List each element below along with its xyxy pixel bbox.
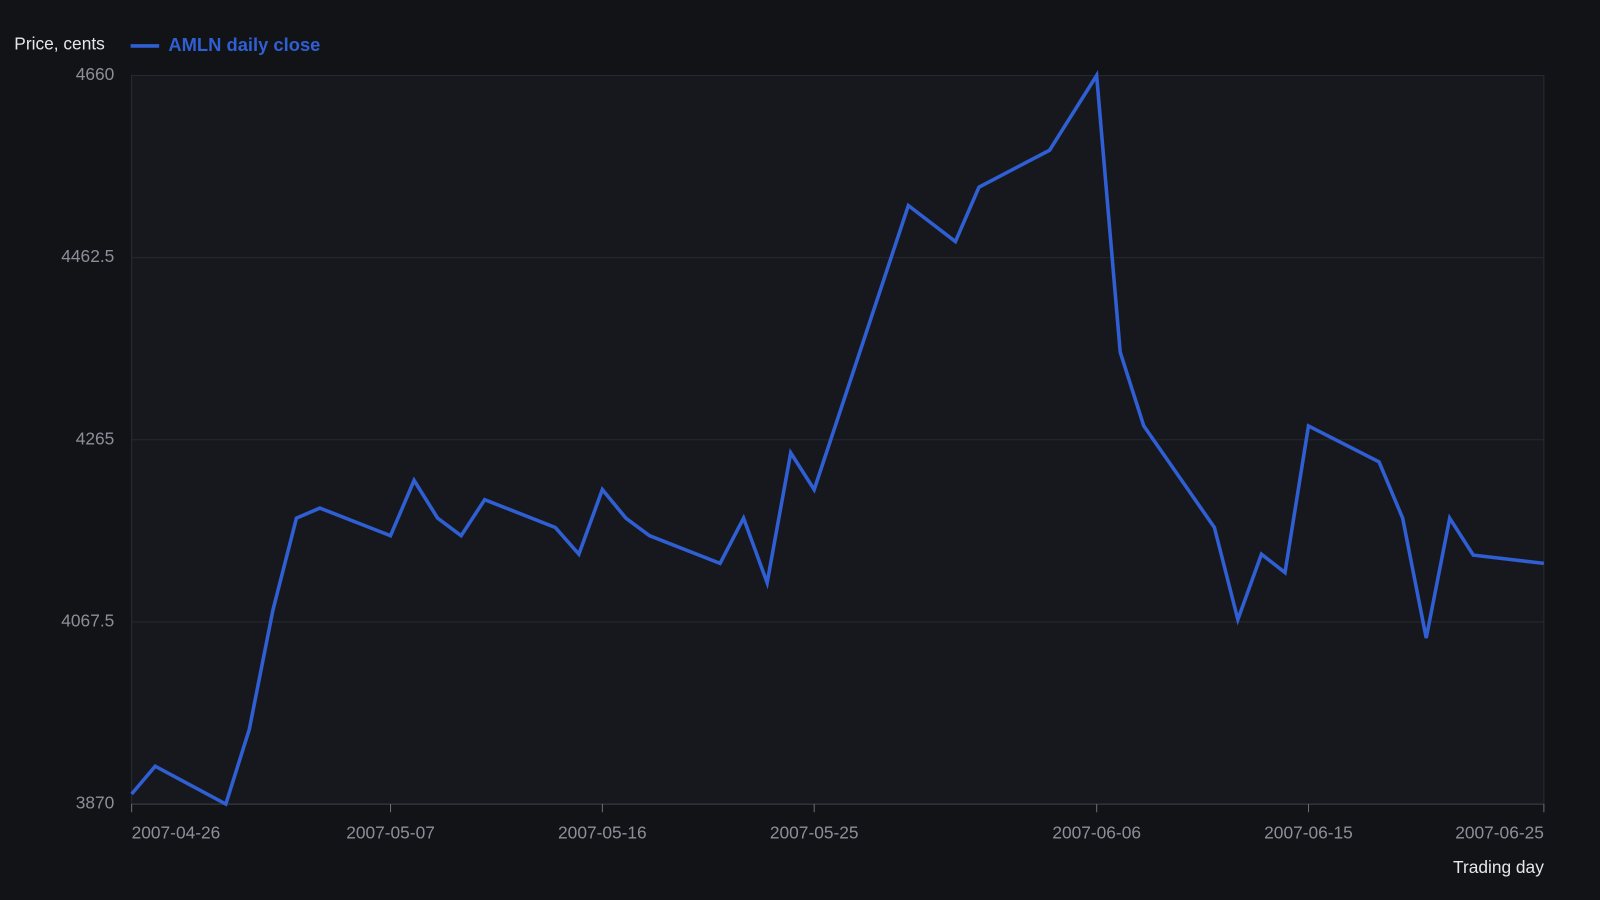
- x-tick-label: 2007-06-15: [1264, 822, 1353, 842]
- legend-label: AMLN daily close: [168, 34, 320, 55]
- y-tick-label: 4067.5: [61, 611, 114, 631]
- x-tick-label: 2007-06-06: [1052, 822, 1141, 842]
- y-tick-label: 4265: [76, 428, 115, 448]
- x-tick-label: 2007-05-25: [770, 822, 859, 842]
- y-axis-label: Price, cents: [14, 33, 105, 53]
- y-tick-label: 4660: [76, 64, 115, 84]
- x-tick-label: 2007-04-26: [132, 822, 221, 842]
- x-tick-label: 2007-06-25: [1455, 822, 1544, 842]
- x-axis-label: Trading day: [1453, 857, 1544, 877]
- x-tick-label: 2007-05-16: [558, 822, 647, 842]
- y-tick-label: 4462.5: [61, 246, 114, 266]
- x-tick-label: 2007-05-07: [346, 822, 435, 842]
- y-tick-label: 3870: [76, 793, 115, 813]
- series-line: [130, 70, 1545, 807]
